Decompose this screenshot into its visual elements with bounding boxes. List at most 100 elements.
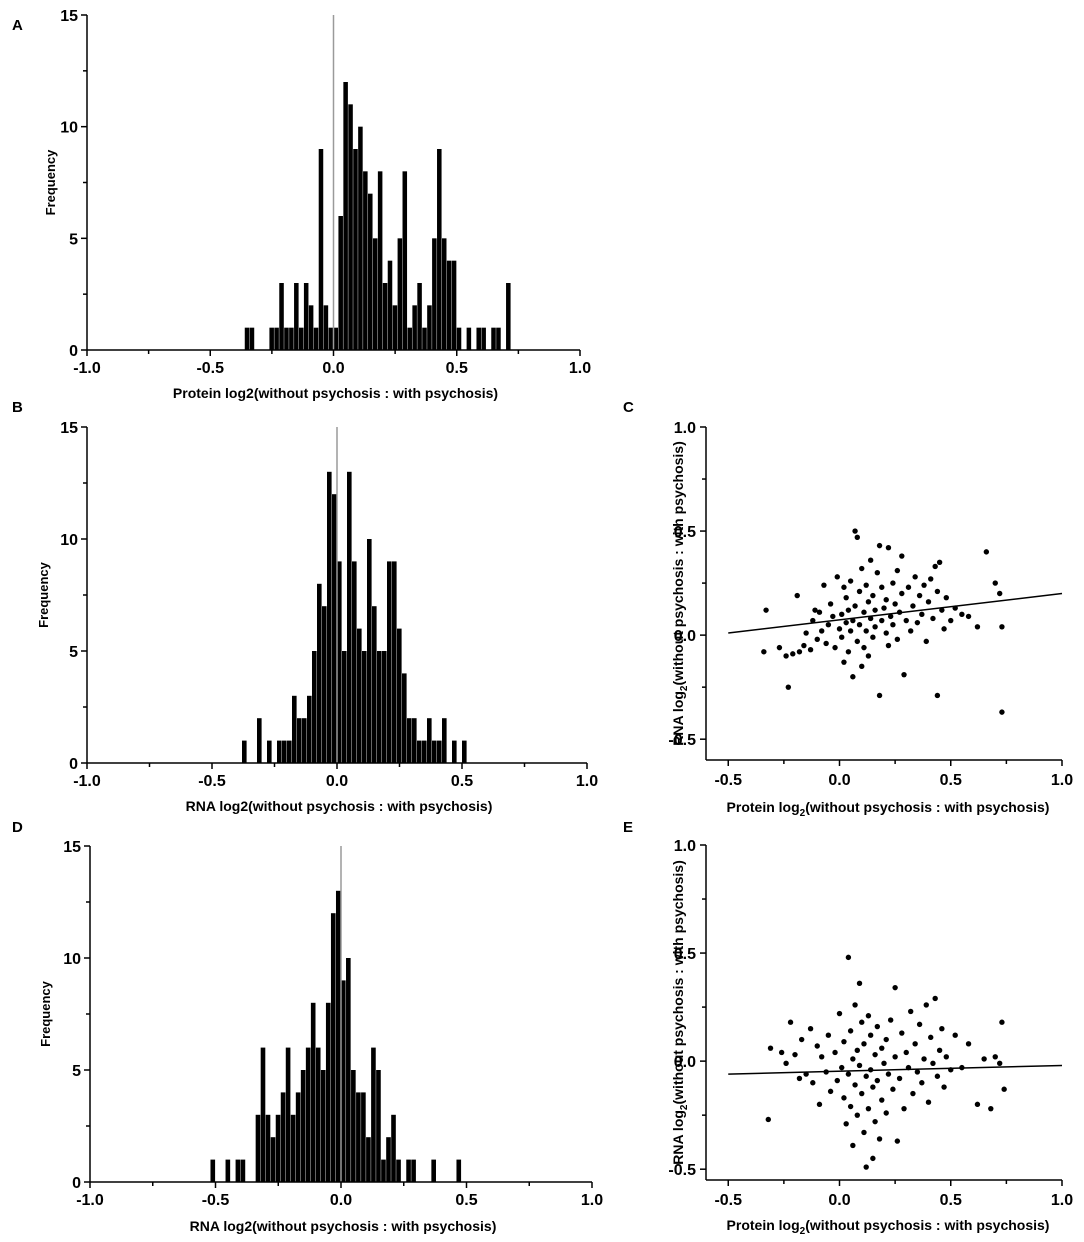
histogram-bar bbox=[277, 740, 282, 763]
x-tick-label: 0.0 bbox=[326, 773, 348, 790]
x-tick-label: -1.0 bbox=[76, 1192, 104, 1209]
histogram-bar bbox=[432, 740, 437, 763]
histogram-bar bbox=[363, 171, 368, 350]
scatter-point bbox=[783, 1060, 789, 1066]
x-tick-label: 0.0 bbox=[828, 772, 850, 789]
scatter-point bbox=[883, 1110, 889, 1116]
scatter-point bbox=[925, 599, 932, 605]
scatter-point bbox=[776, 644, 783, 651]
y-axis-label: RNA log2(without psychosis : with psycho… bbox=[670, 860, 690, 1165]
scatter-point bbox=[983, 549, 990, 555]
histogram-bar bbox=[327, 471, 332, 763]
scatter-point bbox=[859, 565, 865, 572]
scatter-point bbox=[854, 1047, 860, 1054]
scatter-point bbox=[816, 609, 823, 615]
x-axis-label: RNA log2(without psychosis : with psycho… bbox=[190, 1218, 497, 1234]
histogram-bar bbox=[255, 1114, 261, 1182]
histogram-bar bbox=[422, 740, 427, 763]
scatter-point bbox=[899, 553, 905, 559]
histogram-bar bbox=[330, 913, 336, 1182]
scatter-point bbox=[908, 628, 914, 634]
x-tick-label: 1.0 bbox=[581, 1192, 603, 1209]
scatter-point bbox=[965, 1041, 972, 1047]
histogram-bar bbox=[320, 1070, 326, 1182]
histogram-bar bbox=[366, 1137, 371, 1182]
scatter-point bbox=[959, 611, 965, 618]
y-axis-label: Frequency bbox=[38, 980, 53, 1047]
scatter-point bbox=[763, 607, 769, 613]
scatter-point bbox=[807, 646, 814, 653]
scatter-point bbox=[819, 628, 825, 634]
histogram-bar bbox=[357, 628, 362, 763]
histogram-bar bbox=[417, 283, 422, 350]
scatter-point bbox=[894, 1138, 901, 1144]
scatter-point bbox=[839, 1064, 845, 1071]
histogram-bar bbox=[284, 327, 289, 350]
scatter-point bbox=[885, 642, 892, 649]
panel-label: B bbox=[12, 399, 23, 416]
x-tick-label: 0.5 bbox=[940, 772, 962, 789]
scatter-point bbox=[876, 542, 883, 549]
histogram-bar bbox=[298, 327, 304, 350]
scatter-point bbox=[839, 634, 845, 640]
histogram-bar bbox=[376, 1070, 381, 1182]
panel-label: D bbox=[12, 819, 23, 836]
scatter-point bbox=[843, 1121, 849, 1127]
histogram-bar bbox=[341, 980, 346, 1182]
histogram-bar bbox=[346, 958, 351, 1182]
histogram-bar bbox=[328, 327, 334, 350]
scatter-point bbox=[988, 1105, 994, 1112]
y-tick-label: 10 bbox=[60, 120, 78, 137]
histogram-bar bbox=[332, 494, 337, 763]
histogram-bar bbox=[343, 82, 348, 350]
y-tick-label: 10 bbox=[60, 532, 78, 549]
scatter-point bbox=[974, 624, 981, 630]
scatter-point bbox=[890, 580, 896, 586]
x-tick-label: 0.5 bbox=[940, 1192, 962, 1209]
scatter-point bbox=[892, 984, 898, 991]
histogram-bar bbox=[337, 561, 342, 763]
scatter-point bbox=[816, 1101, 823, 1108]
histogram-bar bbox=[452, 740, 457, 763]
scatter-point bbox=[872, 624, 878, 630]
panel-label: C bbox=[623, 399, 634, 416]
histogram-bar bbox=[279, 283, 284, 350]
histogram-bar bbox=[325, 1002, 331, 1182]
scatter-point bbox=[992, 580, 998, 586]
x-axis-label: Protein log2(without psychosis : with ps… bbox=[727, 799, 1050, 819]
scatter-point bbox=[870, 1084, 876, 1090]
histogram-bar bbox=[506, 283, 511, 350]
x-tick-label: -1.0 bbox=[73, 360, 101, 377]
histogram-bar bbox=[427, 718, 432, 763]
scatter-point bbox=[852, 603, 858, 609]
histogram-bar bbox=[274, 327, 279, 350]
y-tick-label: 15 bbox=[63, 839, 81, 856]
histogram-bar bbox=[456, 327, 462, 350]
scatter-point bbox=[887, 1017, 894, 1023]
x-tick-label: -1.0 bbox=[73, 773, 101, 790]
scatter-point bbox=[874, 1023, 881, 1030]
scatter-point bbox=[859, 1090, 865, 1097]
scatter-point bbox=[863, 1073, 869, 1079]
scatter-point bbox=[894, 567, 901, 574]
histogram-bar bbox=[267, 740, 272, 763]
scatter-point bbox=[856, 588, 863, 595]
histogram-bar bbox=[491, 327, 496, 350]
scatter-point bbox=[834, 1077, 840, 1084]
x-tick-label: 0.5 bbox=[451, 773, 473, 790]
histogram-bar bbox=[476, 327, 481, 350]
scatter-point bbox=[899, 1030, 905, 1036]
histogram-bar bbox=[417, 740, 422, 763]
histogram-bar bbox=[312, 651, 317, 763]
scatter-point bbox=[992, 1054, 998, 1060]
scatter-point bbox=[883, 1036, 889, 1043]
scatter-point bbox=[919, 611, 925, 618]
scatter-point bbox=[859, 1019, 865, 1025]
scatter-point bbox=[881, 1060, 887, 1066]
histogram-bar bbox=[397, 238, 403, 350]
scatter-point bbox=[810, 617, 816, 624]
scatter-point bbox=[939, 1026, 945, 1032]
scatter-point bbox=[863, 628, 869, 634]
histogram-bar bbox=[348, 104, 353, 350]
